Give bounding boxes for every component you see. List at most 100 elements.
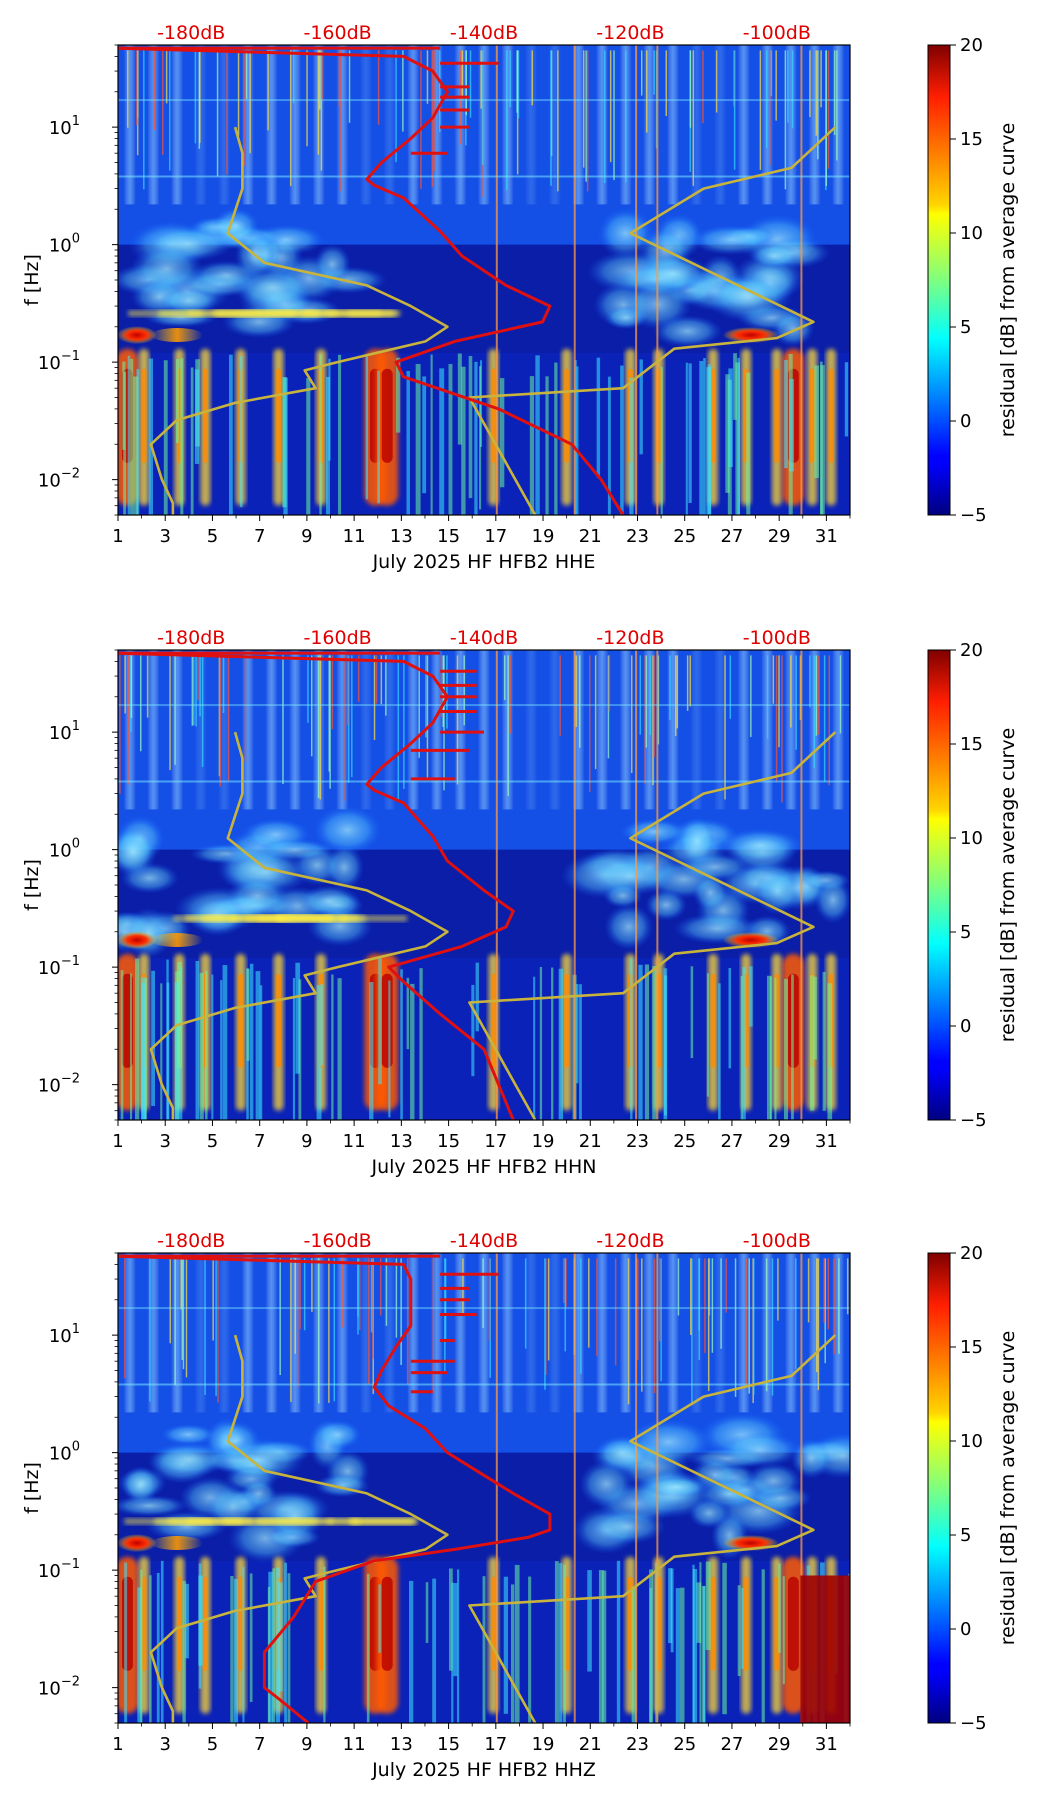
hf-line (195, 655, 197, 727)
db-scale-label: -160dB (303, 1230, 371, 1252)
hf-line (201, 655, 204, 767)
microseism-cloud (314, 1473, 371, 1498)
hf-line (199, 50, 201, 143)
microseism-peak (151, 1536, 204, 1551)
x-tick-label: 25 (673, 1131, 696, 1152)
hf-line (833, 50, 836, 136)
hf-line (292, 50, 295, 104)
hf-line (456, 655, 459, 785)
hf-tone (118, 99, 850, 102)
x-axis-label: July 2025 HF HFB2 HHN (370, 1156, 596, 1178)
hf-line (465, 50, 467, 116)
hf-line (658, 1258, 661, 1342)
hf-line (824, 1258, 826, 1364)
x-tick-label: 3 (159, 1734, 170, 1755)
median-psd-curve (118, 1254, 552, 1723)
hf-line (609, 50, 612, 163)
hf-line (734, 1258, 737, 1397)
event-core (490, 973, 496, 1068)
lf-streak (120, 970, 124, 1120)
daily-stripe (501, 45, 514, 205)
microseism-cloud (692, 874, 729, 912)
y-axis-label: f [Hz] (21, 1462, 43, 1514)
x-axis-label: July 2025 HF HFB2 HHZ (371, 1759, 596, 1781)
hf-line (517, 50, 520, 119)
x-tick-label: 23 (626, 526, 649, 547)
lf-streak (638, 964, 643, 1120)
y-tick-exponent: 1 (72, 1322, 80, 1337)
lf-streak (461, 366, 466, 515)
hf-line (564, 1258, 566, 1352)
hf-line (562, 1258, 565, 1303)
hf-line (545, 1258, 547, 1375)
hf-line (817, 655, 820, 735)
lf-streak (630, 958, 633, 1120)
hf-line (433, 50, 435, 171)
y-tick-exponent: −1 (61, 349, 80, 364)
lf-streak (415, 364, 421, 515)
y-tick-exponent: 1 (72, 114, 80, 129)
lf-streak (746, 372, 751, 515)
hf-line (640, 50, 643, 96)
lf-streak (728, 368, 733, 468)
lf-streak (558, 968, 564, 1120)
x-tick-label: 15 (437, 1131, 460, 1152)
hf-line (657, 655, 660, 745)
hf-line (249, 50, 251, 154)
x-tick-label: 13 (390, 1131, 413, 1152)
hf-line (488, 1258, 491, 1341)
x-tick-label: 11 (343, 526, 366, 547)
lf-streak (514, 1564, 520, 1723)
hf-line (596, 1258, 598, 1356)
daily-stripe (478, 650, 490, 810)
y-tick-label: 101 (49, 1322, 80, 1347)
lf-streak (292, 977, 296, 1120)
x-axis-label: July 2025 HF HFB2 HHE (372, 551, 596, 573)
hf-line (218, 655, 221, 777)
hf-line (524, 1258, 527, 1349)
hf-line (506, 50, 508, 191)
noise-model-curve (468, 1334, 837, 1723)
hf-line (674, 655, 677, 737)
hf-line (397, 655, 400, 802)
hf-line (480, 50, 482, 109)
lf-streak (783, 978, 788, 1120)
lf-streak (649, 1569, 654, 1723)
x-tick-label: 29 (768, 1131, 791, 1152)
hf-line (775, 50, 777, 121)
event-core (276, 368, 282, 463)
lf-streak (535, 355, 540, 515)
hf-line (426, 50, 429, 104)
lf-streak (699, 1562, 702, 1723)
lf-streak (230, 1576, 234, 1723)
microseism-cloud (748, 243, 800, 269)
hf-line (294, 1258, 297, 1354)
colorbar-tick-label: 10 (960, 223, 983, 244)
median-psd-curve (118, 46, 625, 515)
colorbar-tick-label: 5 (960, 922, 971, 943)
hf-line (357, 655, 360, 702)
hf-line (136, 50, 138, 126)
hf-line (833, 1258, 835, 1355)
daily-stripe (336, 1253, 349, 1413)
x-tick-label: 21 (579, 1734, 602, 1755)
lf-streak (479, 366, 482, 510)
lf-streak (432, 1578, 437, 1723)
daily-stripe (383, 45, 396, 205)
microseism-cloud (160, 1424, 217, 1446)
x-tick-label: 5 (207, 1131, 218, 1152)
lf-streak (278, 1582, 283, 1692)
hf-line (331, 655, 334, 730)
hf-line (704, 1258, 706, 1354)
lf-streak (528, 1576, 532, 1723)
daily-stripe (383, 1253, 396, 1413)
y-tick-label: 10−2 (38, 1072, 80, 1097)
lf-streak (778, 1563, 781, 1653)
event-core (238, 1576, 244, 1671)
hf-line (199, 655, 201, 717)
hf-line (817, 1258, 820, 1391)
x-tick-label: 25 (673, 526, 696, 547)
hf-line (380, 655, 383, 705)
hf-line (550, 50, 552, 186)
daily-stripe (359, 45, 372, 205)
